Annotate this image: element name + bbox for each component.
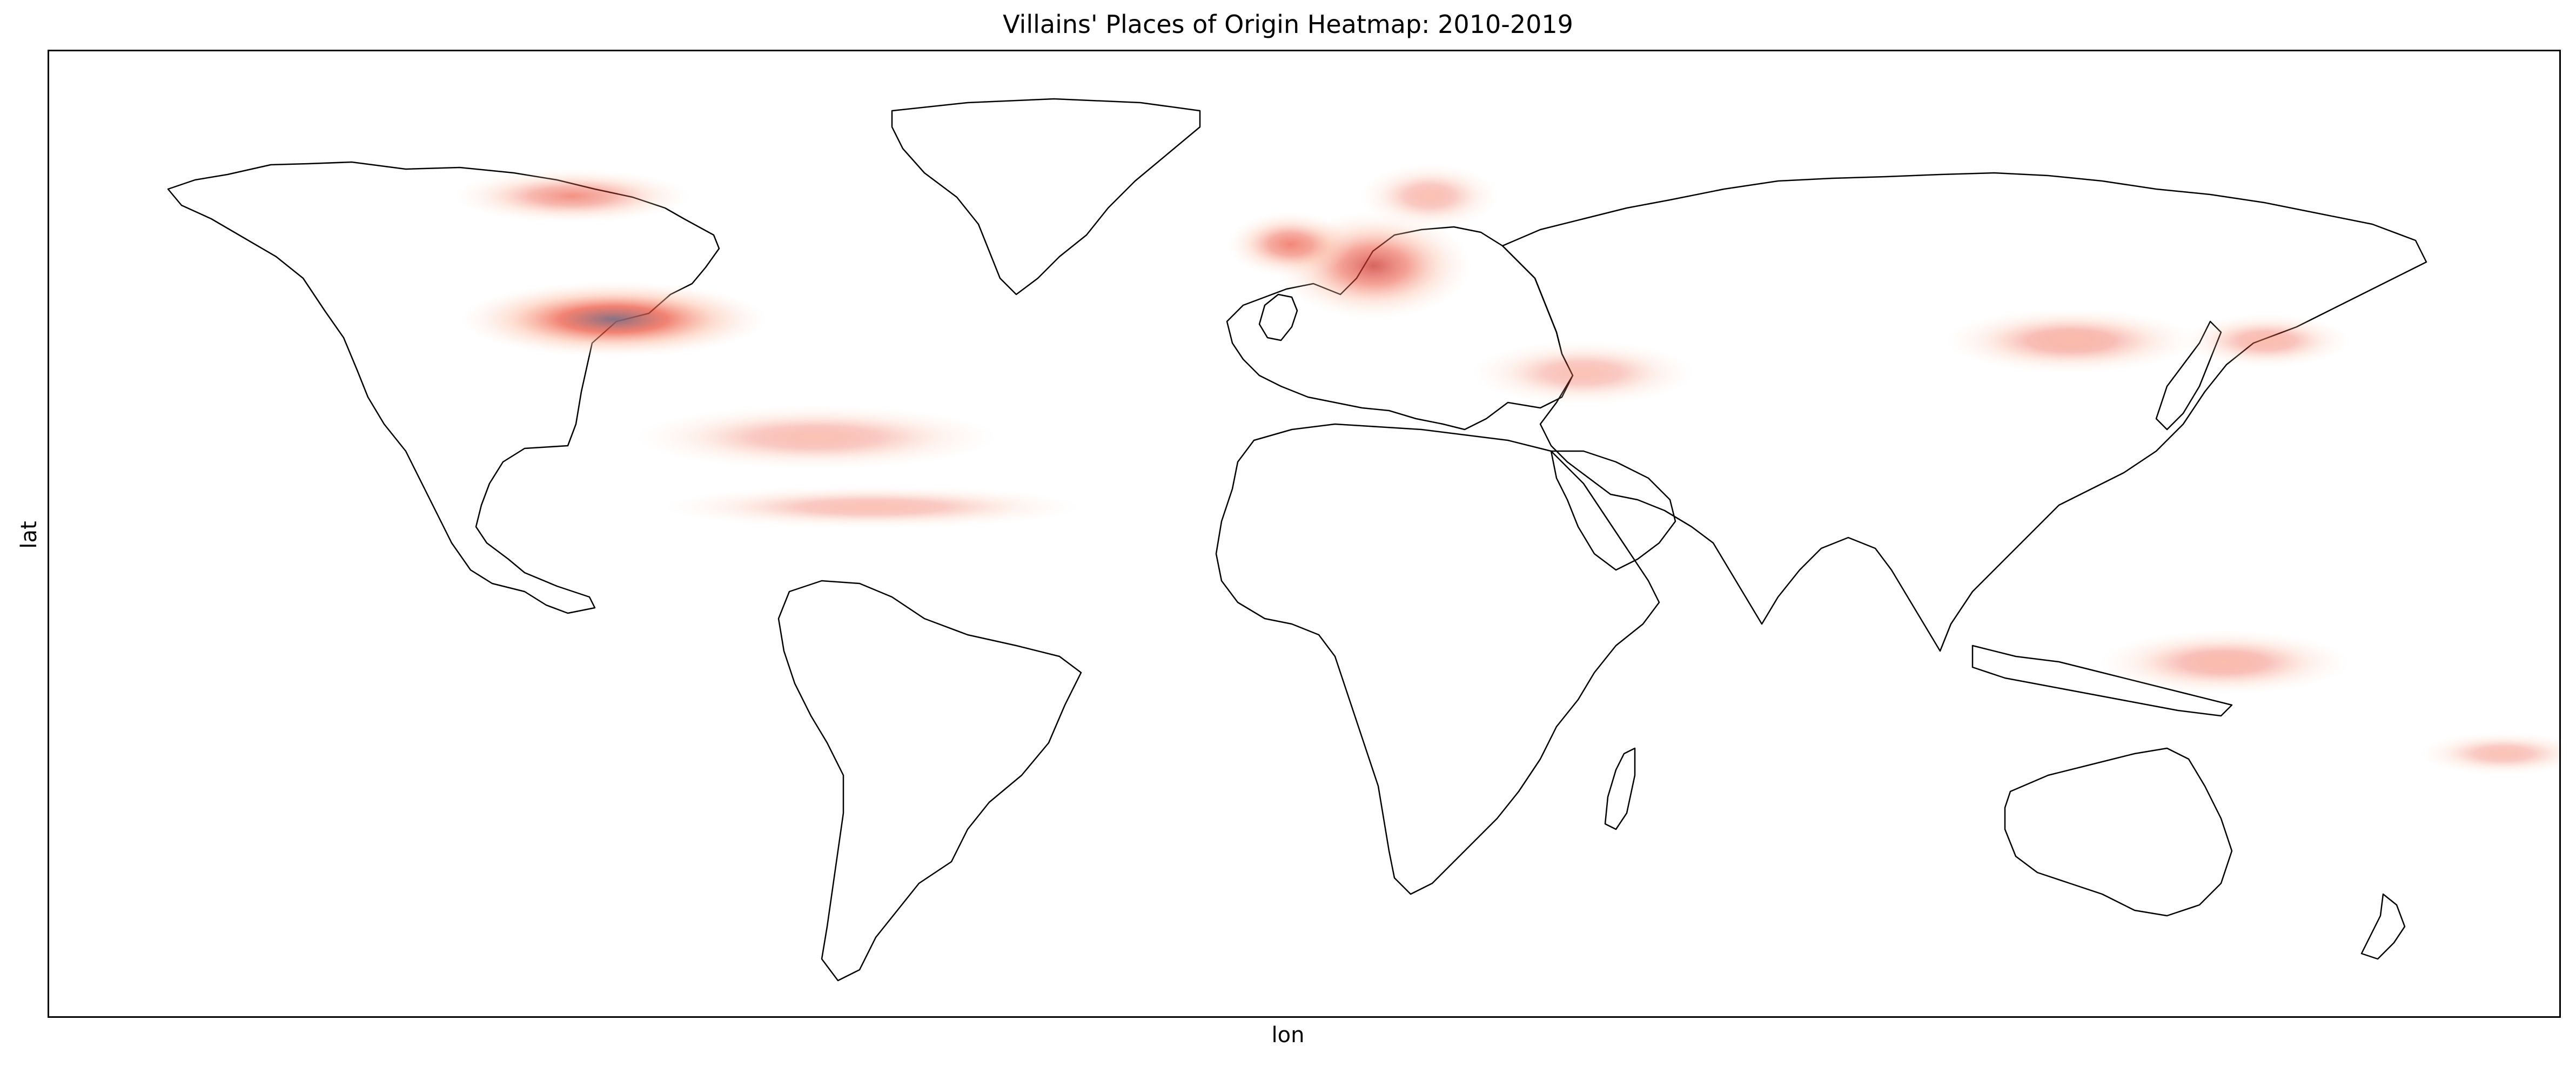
heat-spot-caribbean — [635, 405, 998, 469]
map-plot-area — [48, 50, 2561, 1018]
continent-madagascar — [1604, 747, 1636, 830]
heat-spot-japan — [2183, 314, 2350, 368]
continent-south-america — [777, 580, 1082, 982]
chart-title: Villains' Places of Origin Heatmap: 2010… — [1003, 10, 1573, 39]
heat-spot-middle-east — [1471, 340, 1695, 405]
heat-spot-british-isles — [1227, 212, 1353, 277]
continent-british-isles — [1258, 293, 1298, 341]
continent-new-zealand — [2360, 893, 2406, 960]
continent-arabia — [1550, 450, 1676, 571]
continent-australia — [2004, 747, 2233, 917]
continent-outlines — [167, 98, 2427, 982]
heat-spot-new-zealand — [2419, 732, 2559, 775]
y-axis-label: lat — [17, 521, 42, 549]
heatmap-layer — [453, 164, 2559, 775]
world-map — [167, 98, 2559, 982]
continent-north-america — [167, 161, 720, 614]
heat-spot-scandinavia — [1360, 164, 1500, 229]
continent-greenland — [891, 98, 1201, 296]
heat-spot-australia — [2099, 630, 2350, 695]
heat-spot-northern-canada — [453, 169, 691, 223]
x-axis-label: lon — [1271, 1023, 1305, 1048]
heat-spot-china — [1946, 308, 2197, 373]
heat-spot-northern-south-america — [662, 485, 1082, 529]
heat-spot-central-united-states — [460, 281, 768, 357]
continent-asia — [1501, 172, 2427, 652]
continent-indonesia — [1971, 645, 2233, 717]
continent-africa — [1215, 423, 1660, 895]
